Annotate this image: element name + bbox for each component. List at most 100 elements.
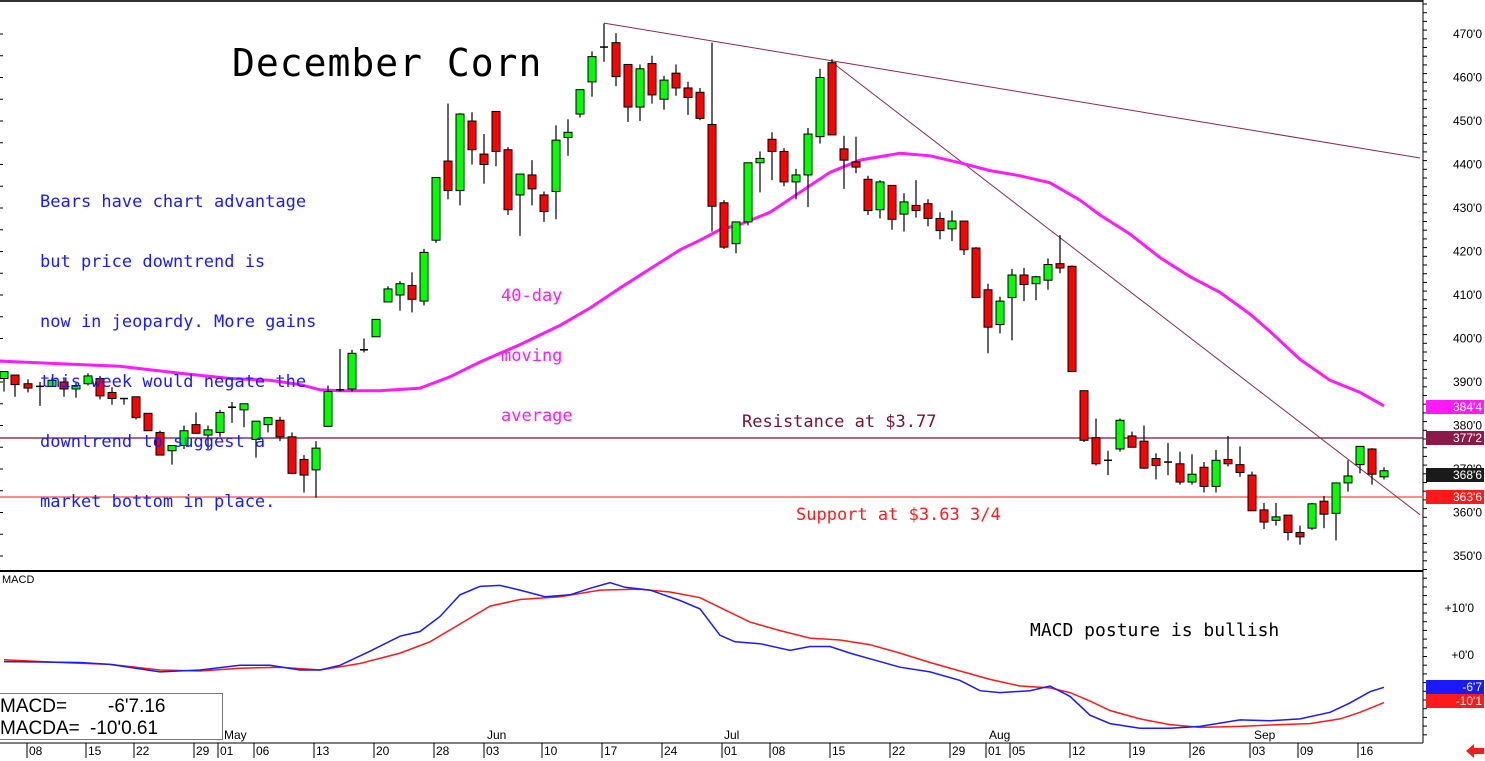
candle bbox=[47, 377, 57, 387]
price-tick-label: 380'0 bbox=[1453, 419, 1482, 433]
candle bbox=[0, 371, 9, 392]
macda-value-tag: -10'1 bbox=[1426, 694, 1484, 708]
candle bbox=[443, 103, 453, 200]
candle bbox=[215, 409, 225, 437]
ma-label-line: 40-day bbox=[501, 286, 563, 306]
candle bbox=[275, 416, 285, 442]
macd-readout-label: MACD= bbox=[0, 696, 68, 717]
candle bbox=[791, 168, 801, 200]
candle bbox=[1031, 275, 1041, 301]
candle bbox=[731, 221, 741, 254]
candle bbox=[575, 89, 585, 118]
candle bbox=[467, 112, 477, 165]
month-label: Sep bbox=[1254, 728, 1276, 742]
candle bbox=[203, 425, 213, 449]
day-label: 08 bbox=[772, 744, 786, 758]
day-label: 15 bbox=[832, 744, 846, 758]
candle bbox=[1295, 525, 1305, 545]
candle bbox=[1247, 471, 1257, 512]
macd-readout-row: MACD= -6'7.16 bbox=[0, 696, 166, 718]
candle bbox=[455, 113, 465, 206]
price-tick-label: 360'0 bbox=[1453, 506, 1482, 520]
candle bbox=[1259, 502, 1269, 530]
price-axis-labels: 470'0 460'0 450'0 440'0 430'0 420'0 410'0 400'0… bbox=[1445, 27, 1483, 662]
day-label: 20 bbox=[376, 744, 390, 758]
candle bbox=[83, 373, 93, 386]
candle bbox=[1067, 265, 1077, 373]
candle bbox=[155, 430, 165, 456]
candle bbox=[563, 119, 573, 156]
candle bbox=[1104, 450, 1112, 476]
date-axis: May Jun Jul Aug Sep 08 15 22 29 01 06 13 20 28 03 10 17 2… bbox=[26, 728, 1374, 758]
price-tick-label: 350'0 bbox=[1453, 549, 1482, 563]
resistance-price-tag: 377'2 bbox=[1426, 431, 1484, 445]
candle bbox=[827, 59, 837, 136]
candle bbox=[1223, 435, 1233, 467]
candle bbox=[887, 184, 897, 230]
candle bbox=[815, 68, 825, 144]
last-price-tag: 368'6 bbox=[1426, 468, 1484, 482]
candle bbox=[59, 378, 69, 397]
ma-label-line: moving bbox=[501, 346, 563, 366]
price-axis-ticks bbox=[0, 3, 1427, 736]
macda-readout-value: -10'0.61 bbox=[90, 718, 159, 739]
day-label: 03 bbox=[1252, 744, 1266, 758]
commentary-line: downtrend to suggest a bbox=[40, 432, 266, 452]
candle bbox=[120, 397, 128, 405]
candle bbox=[635, 64, 645, 121]
candle bbox=[1091, 418, 1101, 466]
day-label: 22 bbox=[136, 744, 150, 758]
moving-average-label: 40-day moving average bbox=[501, 246, 573, 466]
candle bbox=[311, 441, 321, 498]
candle bbox=[1043, 258, 1053, 290]
candle bbox=[1367, 448, 1377, 485]
commentary-line: now in jeopardy. More gains bbox=[40, 312, 317, 332]
candle bbox=[659, 75, 669, 110]
candle bbox=[803, 127, 813, 208]
candle bbox=[1127, 431, 1137, 448]
candle bbox=[1139, 425, 1149, 469]
candle bbox=[707, 42, 717, 232]
price-tick-label: 390'0 bbox=[1453, 375, 1482, 389]
candle bbox=[371, 318, 381, 338]
candle bbox=[515, 173, 525, 236]
month-label: Aug bbox=[989, 728, 1010, 742]
day-label: 03 bbox=[486, 744, 500, 758]
candle bbox=[839, 135, 849, 189]
candle bbox=[935, 212, 945, 240]
support-price-tag: 363'6 bbox=[1426, 490, 1484, 504]
scroll-right-arrow-icon[interactable] bbox=[1466, 744, 1484, 758]
macd-tick-label: +10'0 bbox=[1445, 601, 1475, 615]
candle bbox=[875, 180, 885, 219]
candle bbox=[360, 338, 368, 353]
macd-readout-value: -6'7.16 bbox=[108, 696, 166, 717]
day-label: 19 bbox=[1132, 744, 1146, 758]
candle bbox=[1331, 482, 1341, 541]
candle bbox=[1019, 268, 1029, 302]
macd-tick-label: +0'0 bbox=[1451, 648, 1474, 662]
ma-price-tag: 384'4 bbox=[1426, 400, 1484, 414]
price-tick-label: 420'0 bbox=[1453, 245, 1482, 259]
candle bbox=[767, 132, 777, 181]
candle bbox=[611, 33, 621, 87]
price-tick-label: 450'0 bbox=[1453, 114, 1482, 128]
candle bbox=[239, 403, 249, 428]
day-label: 29 bbox=[952, 744, 966, 758]
candle bbox=[36, 382, 44, 406]
candle bbox=[95, 375, 105, 400]
candle bbox=[971, 247, 981, 299]
candle bbox=[743, 162, 753, 226]
candle bbox=[1199, 462, 1209, 493]
candle bbox=[1283, 514, 1293, 541]
trendline bbox=[603, 22, 1421, 159]
candle bbox=[1115, 418, 1125, 452]
commentary-line: but price downtrend is bbox=[40, 252, 266, 272]
macd-value-tag: -6'7 bbox=[1426, 680, 1484, 694]
candle bbox=[251, 420, 261, 458]
candle bbox=[479, 134, 489, 184]
candle bbox=[431, 177, 441, 243]
candle bbox=[228, 402, 236, 423]
candle bbox=[347, 349, 357, 392]
candle bbox=[323, 385, 333, 427]
